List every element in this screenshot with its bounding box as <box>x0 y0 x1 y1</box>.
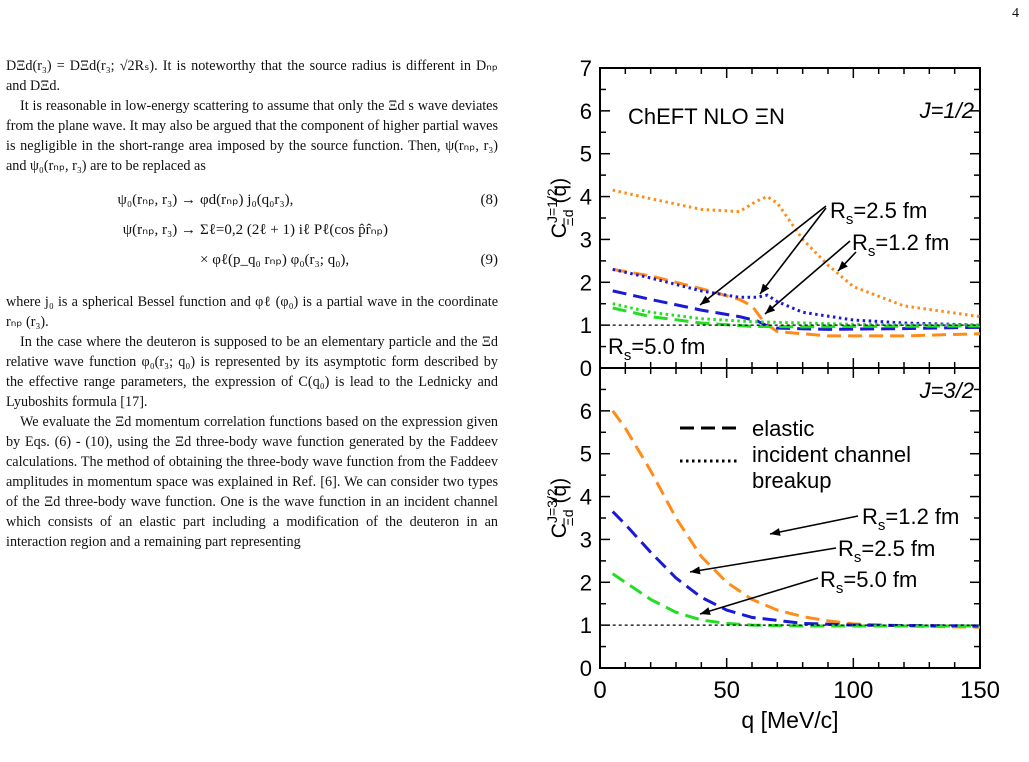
rs-label: Rs=2.5 fm <box>830 198 927 228</box>
annotation-arrow <box>769 515 859 535</box>
y-tick-label: 6 <box>580 99 592 124</box>
page-number: 4 <box>1012 6 1019 21</box>
rs-label: Rs=1.2 fm <box>862 504 959 534</box>
equation-rhs: × φℓ(p_q₀ rₙₚ) φ₀(r₃; q₀), <box>200 252 350 268</box>
annotation-arrow <box>764 240 851 315</box>
panel-title: ChEFT NLO ΞN <box>628 104 785 129</box>
equation-8: ψ₀(rₙₚ, r₃) → φd(rₙₚ) j₀(q₀r₃), (8) <box>6 190 498 220</box>
series-line <box>612 267 981 338</box>
equation-rhs: Σℓ=0,2 (2ℓ + 1) iℓ Pℓ(cos p̂r̂ₙₚ) <box>200 222 389 238</box>
series-line <box>611 510 981 628</box>
y-tick-label: 4 <box>580 185 592 210</box>
y-tick-label: 3 <box>580 527 592 552</box>
series-line <box>612 302 981 327</box>
x-tick-label: 150 <box>960 677 1000 704</box>
y-axis-label: CJ=1/2Ξd(q) <box>544 178 576 238</box>
y-tick-label: 3 <box>580 227 592 252</box>
y-tick-label: 5 <box>580 442 592 467</box>
series-line <box>612 188 981 319</box>
y-tick-label: 2 <box>580 570 592 595</box>
legend-label: elastic <box>752 416 814 441</box>
x-tick-label: 50 <box>713 677 740 704</box>
annotation-arrowhead <box>700 607 711 615</box>
figure: 0 1 2 3 4 5 6 7 CJ=1/2Ξd(q) ChEFT NLO ΞN J=1/2 Rs=2… <box>540 56 1020 746</box>
equation-number: (8) <box>480 192 499 208</box>
paragraph: DΞd(r₃) = DΞd(r₃; √2Rₛ). It is noteworth… <box>6 58 498 94</box>
panel-label: J=1/2 <box>919 98 974 123</box>
equation-lhs: ψ₀(rₙₚ, r₃) → <box>117 192 196 208</box>
panel-label: J=3/2 <box>919 378 974 403</box>
annotation-arrowhead <box>690 566 701 575</box>
equation-9-continued: × φℓ(p_q₀ rₙₚ) φ₀(r₃; q₀), (9) <box>6 250 498 280</box>
equation-9: ψ(rₙₚ, r₃) → Σℓ=0,2 (2ℓ + 1) iℓ Pℓ(cos p… <box>6 220 498 250</box>
annotation-arrowhead <box>700 295 711 305</box>
y-tick-label: 6 <box>580 399 592 424</box>
y-tick-label: 2 <box>580 270 592 295</box>
equation-lhs: ψ(rₙₚ, r₃) → <box>122 222 196 238</box>
annotation-arrow <box>689 547 837 573</box>
y-tick-label: 1 <box>580 613 592 638</box>
text-column: DΞd(r₃) = DΞd(r₃; √2Rₛ). It is noteworth… <box>6 56 498 552</box>
annotation-arrowhead <box>838 260 848 271</box>
annotation-arrow <box>699 205 827 306</box>
series-line <box>612 306 981 329</box>
annotation-arrow <box>759 207 827 295</box>
paragraph: where j₀ is a spherical Bessel function … <box>6 294 498 330</box>
legend-label: incident channel <box>752 442 911 467</box>
x-axis-label: q [MeV/c] <box>741 707 838 733</box>
equation-rhs: φd(rₙₚ) j₀(q₀r₃), <box>200 192 294 208</box>
y-tick-label: 7 <box>580 56 592 81</box>
x-tick-label: 100 <box>833 677 873 704</box>
series-line <box>612 267 981 327</box>
annotation-arrowhead <box>760 283 770 294</box>
y-tick-label: 1 <box>580 313 592 338</box>
annotation-arrowhead <box>765 304 776 314</box>
x-tick-label: 0 <box>593 677 606 704</box>
legend-label: breakup <box>752 468 832 493</box>
top-panel: 0 1 2 3 4 5 6 7 CJ=1/2Ξd(q) ChEFT NLO ΞN J=1/2 Rs=2… <box>544 56 981 381</box>
y-tick-label: 0 <box>580 356 592 381</box>
y-tick-label: 5 <box>580 142 592 167</box>
annotation-arrowhead <box>770 528 781 536</box>
y-tick-label: 0 <box>580 656 592 681</box>
rs-label: Rs=5.0 fm <box>820 567 917 597</box>
paragraph: It is reasonable in low-energy scatterin… <box>6 98 498 174</box>
equation-number: (9) <box>480 252 499 268</box>
equations: ψ₀(rₙₚ, r₃) → φd(rₙₚ) j₀(q₀r₃), (8) ψ(rₙ… <box>6 190 498 280</box>
series-line <box>611 572 980 628</box>
correlation-function-figure: 0 1 2 3 4 5 6 7 CJ=1/2Ξd(q) ChEFT NLO ΞN J=1/2 Rs=2… <box>544 56 1000 733</box>
rs-label: Rs=1.2 fm <box>852 230 949 260</box>
y-tick-label: 4 <box>580 485 592 510</box>
annotation-arrow <box>699 577 819 615</box>
paragraph: We evaluate the Ξd momentum correlation … <box>6 414 498 550</box>
rs-label: Rs=2.5 fm <box>838 536 935 566</box>
paragraph: In the case where the deuteron is suppos… <box>6 334 498 410</box>
y-axis-label: CJ=3/2Ξd(q) <box>544 478 576 538</box>
rs-label: Rs=5.0 fm <box>608 334 705 364</box>
